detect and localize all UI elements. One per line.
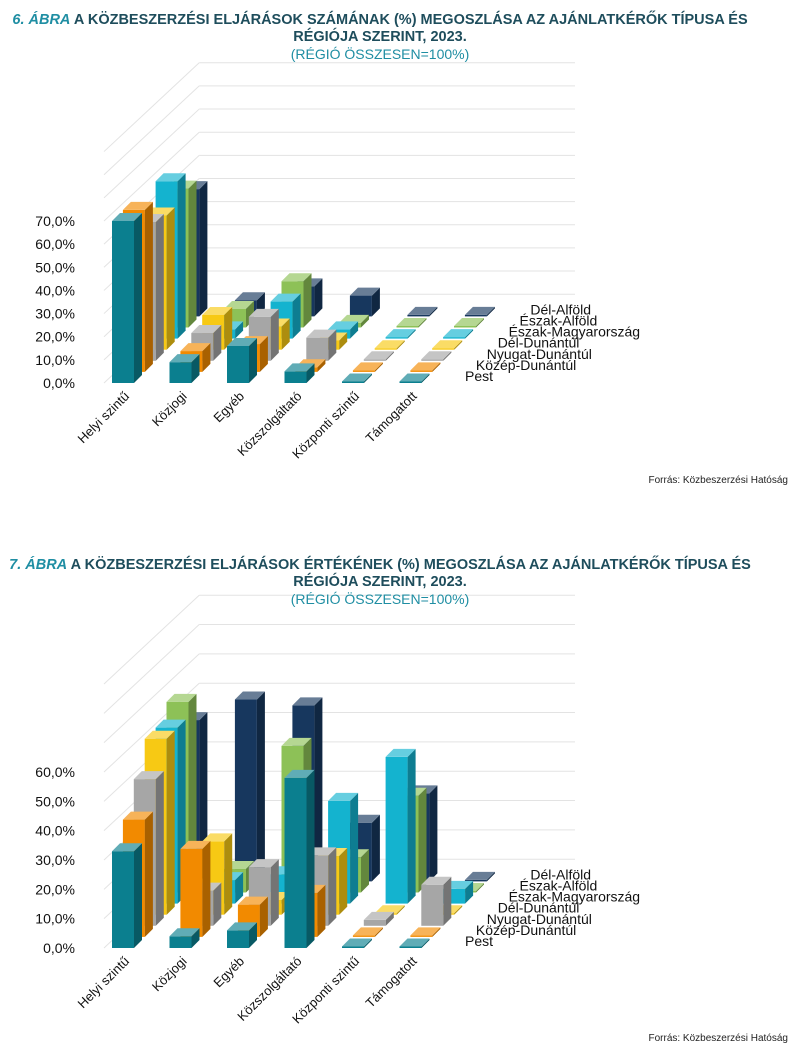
chart-7-x-axis: Helyi szintű Közjogi EgyébKözszolgáltatóKö… [75,953,420,1026]
bar [234,691,265,882]
series-label: Észak-Magyarország [509,889,640,905]
category-label: Helyi szintű [75,954,133,1012]
chart-7-title: 7. ÁBRA A KÖZBESZERZÉSI ELJÁRÁSOK ÉRTÉKÉ… [0,557,760,608]
series-label: Dél-Dunántúl [498,335,580,351]
chart-6-source: Forrás: Közbeszerzési Hatóság [648,475,788,486]
bar [421,351,452,361]
y-tick-label: 0,0% [43,940,75,956]
y-tick-label: 50,0% [35,259,75,275]
bar [443,329,474,339]
chart-6-title-text: A KÖZBESZERZÉSI ELJÁRÁSOK SZÁMÁNAK (%) M… [73,12,748,45]
chart-7-source: Forrás: Közbeszerzési Hatóság [648,1033,788,1044]
chart-7-bars [112,691,495,948]
bar [349,287,380,317]
bar [342,373,372,383]
y-tick-label: 70,0% [35,213,75,229]
category-label: Helyi szintű [75,389,133,447]
chart-7-canvas: 60,0%50,0%40,0%30,0%20,0%10,0%0,0% PestKö… [35,594,640,1026]
bar [112,213,142,383]
bar [306,329,337,361]
bar [385,748,416,904]
bar [410,362,441,372]
figure-6: 70,0% 60,0% 50,0% 40,0% 30,0% 20,0% 10,0% 0,0% P… [0,0,800,500]
bar [410,927,441,937]
chart-7-y-axis: 60,0% 50,0% 40,0% 30,0% 20,0% 10,0% 0,0% [35,764,75,956]
bar [399,938,430,948]
series-label: Közép-Dunántúl [476,922,576,938]
chart-7-series-labels: PestKözép-DunántúlNyugat-DunántúlDél-Dun… [465,866,640,949]
bar [385,329,416,339]
bar [284,769,315,948]
bar [227,922,257,948]
figure-7: 60,0% 50,0% 40,0% 30,0% 20,0% 10,0% 0,0% Pest Kö… [0,545,800,1052]
series-label: Észak-Alföld [520,878,598,894]
y-tick-label: 40,0% [35,282,75,298]
bar [407,306,438,317]
bar [227,337,257,383]
category-label: Egyéb [210,389,247,426]
bar [363,911,394,926]
category-label: Közjogi [149,388,190,429]
series-label: Nyugat-Dunántúl [487,911,592,927]
chart-7-subtitle: (RÉGIÓ ÖSSZESEN=100%) [290,591,470,607]
chart-7-figure-number: 7. ÁBRA [9,557,68,573]
chart-6-figure-number: 6. ÁBRA [12,12,71,28]
series-label: Közép-Dunántúl [476,357,576,373]
chart-6-series-labels: PestKözép-DunántúlNyugat-DunántúlDél-Dun… [465,301,640,384]
bar [169,354,200,383]
chart-6-x-axis: Helyi szintű Közjogi EgyébKözszolgáltatóKö… [75,388,420,461]
chart-6-canvas: 70,0% 60,0% 50,0% 40,0% 30,0% 20,0% 10,0% 0,0% P… [35,62,640,461]
y-tick-label: 30,0% [35,852,75,868]
series-label: Észak-Alföld [520,313,598,329]
y-tick-label: 20,0% [35,881,75,897]
y-tick-label: 10,0% [35,911,75,927]
bar [352,927,383,937]
bar [169,928,200,948]
bar [352,362,383,372]
bar [180,840,211,937]
y-tick-label: 10,0% [35,352,75,368]
series-label: Dél-Alföld [530,866,591,882]
bar [399,373,430,383]
y-tick-label: 60,0% [35,236,75,252]
bar [396,318,427,328]
bar [363,351,394,361]
chart-7-title-text: A KÖZBESZERZÉSI ELJÁRÁSOK ÉRTÉKÉNEK (%) … [70,557,751,590]
series-label: Pest [465,368,493,384]
category-label: Egyéb [210,954,247,991]
series-label: Észak-Magyarország [509,324,640,340]
bar [374,340,405,350]
chart-6-subtitle: (RÉGIÓ ÖSSZESEN=100%) [290,46,470,62]
series-label: Dél-Alföld [530,301,591,317]
bar [112,843,142,948]
bar [464,306,495,317]
series-label: Dél-Dunántúl [498,900,580,916]
category-label: Támogatott [363,388,420,445]
series-label: Pest [465,933,493,949]
bar [421,876,452,926]
chart-6-title: 6. ÁBRA A KÖZBESZERZÉSI ELJÁRÁSOK SZÁMÁN… [0,12,760,63]
series-label: Nyugat-Dunántúl [487,346,592,362]
category-label: Támogatott [363,953,420,1010]
y-tick-label: 40,0% [35,823,75,839]
bar [284,363,315,383]
chart-6-y-axis: 70,0% 60,0% 50,0% 40,0% 30,0% 20,0% 10,0% 0,0% [35,213,75,391]
y-tick-label: 30,0% [35,306,75,322]
category-label: Közjogi [149,953,190,994]
bar [432,340,463,350]
bar [454,318,484,328]
y-tick-label: 20,0% [35,329,75,345]
bar [342,938,372,948]
y-tick-label: 60,0% [35,764,75,780]
y-tick-label: 50,0% [35,793,75,809]
chart-6-bars [112,173,495,383]
y-tick-label: 0,0% [43,375,75,391]
bar [464,871,495,882]
